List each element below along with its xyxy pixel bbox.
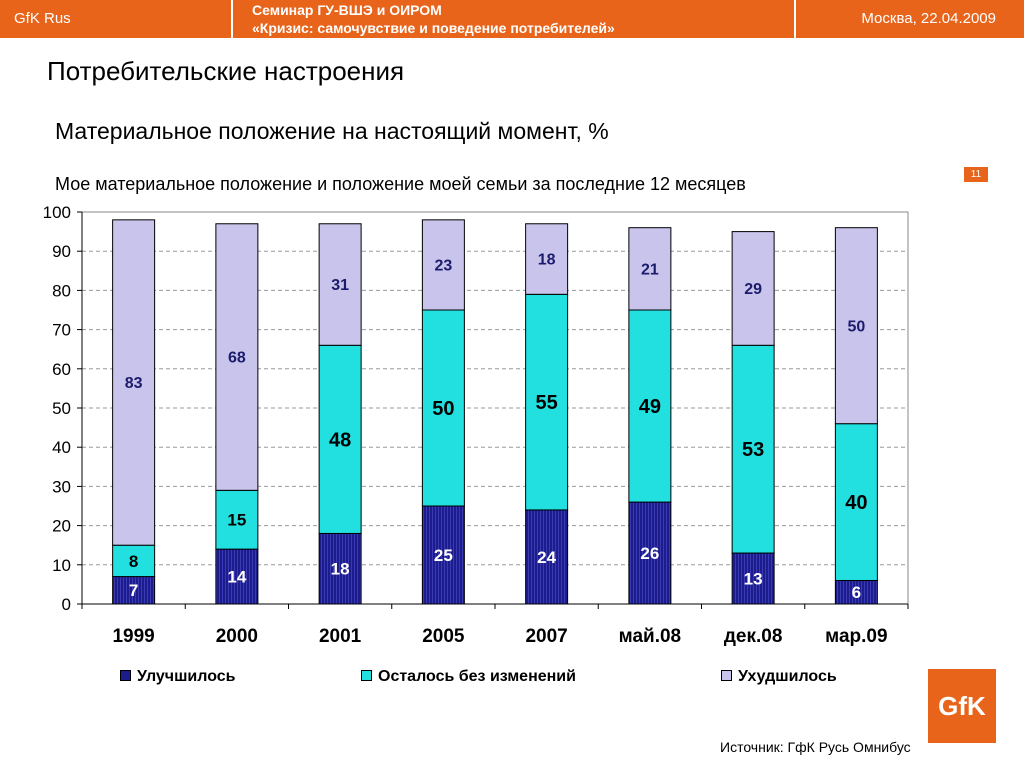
data-label: 6 (852, 583, 861, 602)
bar-segment-unchanged (215, 489, 259, 550)
legend-item-unchanged: Осталось без изменений (361, 668, 576, 686)
data-label: 50 (847, 318, 865, 335)
y-tick-label: 20 (52, 517, 71, 536)
bar-segment-improved (628, 501, 672, 605)
y-tick-label: 90 (52, 242, 71, 261)
seminar-line-1: Семинар ГУ-ВШЭ и ОИРОМ (252, 2, 442, 18)
y-tick-label: 40 (52, 438, 71, 457)
bar-segment-unchanged (318, 344, 362, 534)
y-tick-label: 50 (52, 399, 71, 418)
data-label: 18 (331, 560, 350, 579)
bar-segment-worsened (421, 219, 465, 311)
y-tick-label: 100 (43, 203, 71, 222)
data-label: 55 (536, 392, 558, 414)
data-label: 48 (329, 429, 351, 451)
data-label: 53 (742, 439, 764, 461)
legend-swatch (120, 670, 131, 682)
x-tick-label: 2007 (525, 626, 567, 647)
data-label: 50 (432, 398, 454, 420)
data-label: 13 (744, 569, 763, 588)
legend-swatch (361, 670, 372, 682)
data-label: 7 (129, 581, 138, 600)
page-number: 11 (964, 167, 988, 182)
y-tick-label: 0 (62, 595, 71, 614)
bar-segment-unchanged (834, 423, 878, 581)
bar-segment-worsened (525, 223, 569, 295)
bar-segment-worsened (628, 227, 672, 311)
data-label: 49 (639, 396, 661, 418)
brand-label: GfK Rus (14, 10, 71, 27)
legend-item-worsened: Ухудшилось (721, 668, 837, 686)
data-label: 24 (537, 548, 556, 567)
seminar-line-2: «Кризис: самочувствие и поведение потреб… (252, 20, 615, 36)
seminar-title: Семинар ГУ-ВШЭ и ОИРОМ «Кризис: самочувс… (252, 1, 615, 37)
legend-label: Ухудшилось (738, 668, 837, 685)
bar-segment-unchanged (421, 309, 465, 507)
data-label: 15 (227, 511, 246, 530)
bar-segment-unchanged (731, 344, 775, 554)
bar-segment-worsened (731, 231, 775, 346)
bar-segment-worsened (318, 223, 362, 346)
data-label: 21 (641, 261, 659, 278)
legend-swatch (721, 670, 732, 682)
legend-label: Улучшилось (137, 668, 236, 685)
bar-segment-worsened (215, 223, 259, 491)
chart-subtitle: Мое материальное положение и положение м… (55, 174, 746, 194)
bar-segment-unchanged (628, 309, 672, 503)
chart-title: Материальное положение на настоящий моме… (55, 118, 609, 144)
stacked-bar-chart: 0 10 20 30 40 50 60 70 80 90 100 7 8 83 14 15 68 18 48 31 2… (43, 203, 909, 647)
y-tick-label: 80 (52, 281, 71, 300)
x-tick-label: 2005 (422, 626, 465, 647)
data-label: 8 (129, 552, 138, 571)
x-tick-label: 2001 (319, 626, 362, 647)
header-bar: GfK Rus Семинар ГУ-ВШЭ и ОИРОМ «Кризис: … (0, 0, 1024, 38)
y-tick-label: 70 (52, 321, 71, 340)
x-tick-label: май.08 (619, 626, 681, 647)
x-tick-label: мар.09 (825, 626, 887, 647)
data-label: 23 (434, 258, 452, 275)
header-date: Москва, 22.04.2009 (861, 10, 996, 27)
data-label: 25 (434, 546, 453, 565)
legend-label: Осталось без изменений (378, 668, 576, 685)
bar-segment-improved (421, 505, 465, 605)
bar-segment-improved (731, 552, 775, 605)
data-label: 29 (744, 281, 762, 298)
header-divider (794, 0, 796, 38)
bar-segment-worsened (112, 219, 156, 546)
y-tick-label: 60 (52, 360, 71, 379)
section-title: Потребительские настроения (47, 56, 405, 86)
header-divider (231, 0, 233, 38)
bar-segment-improved (215, 548, 259, 605)
data-label: 40 (845, 492, 867, 514)
data-label: 18 (538, 252, 556, 269)
x-tick-label: 2000 (216, 626, 258, 647)
data-label: 31 (331, 277, 349, 294)
source-note: Источник: ГфК Русь Омнибус (720, 739, 911, 755)
y-tick-label: 10 (52, 556, 71, 575)
bar-segment-unchanged (525, 293, 569, 511)
x-tick-label: дек.08 (724, 626, 783, 647)
data-label: 26 (640, 544, 659, 563)
bar-segment-worsened (834, 227, 878, 425)
data-label: 14 (227, 568, 246, 587)
x-tick-label: 1999 (112, 626, 154, 647)
gfk-logo: GfK (928, 669, 996, 743)
data-label: 68 (228, 350, 246, 367)
data-label: 83 (125, 375, 143, 392)
y-tick-label: 30 (52, 477, 71, 496)
legend-item-improved: Улучшилось (120, 668, 236, 686)
